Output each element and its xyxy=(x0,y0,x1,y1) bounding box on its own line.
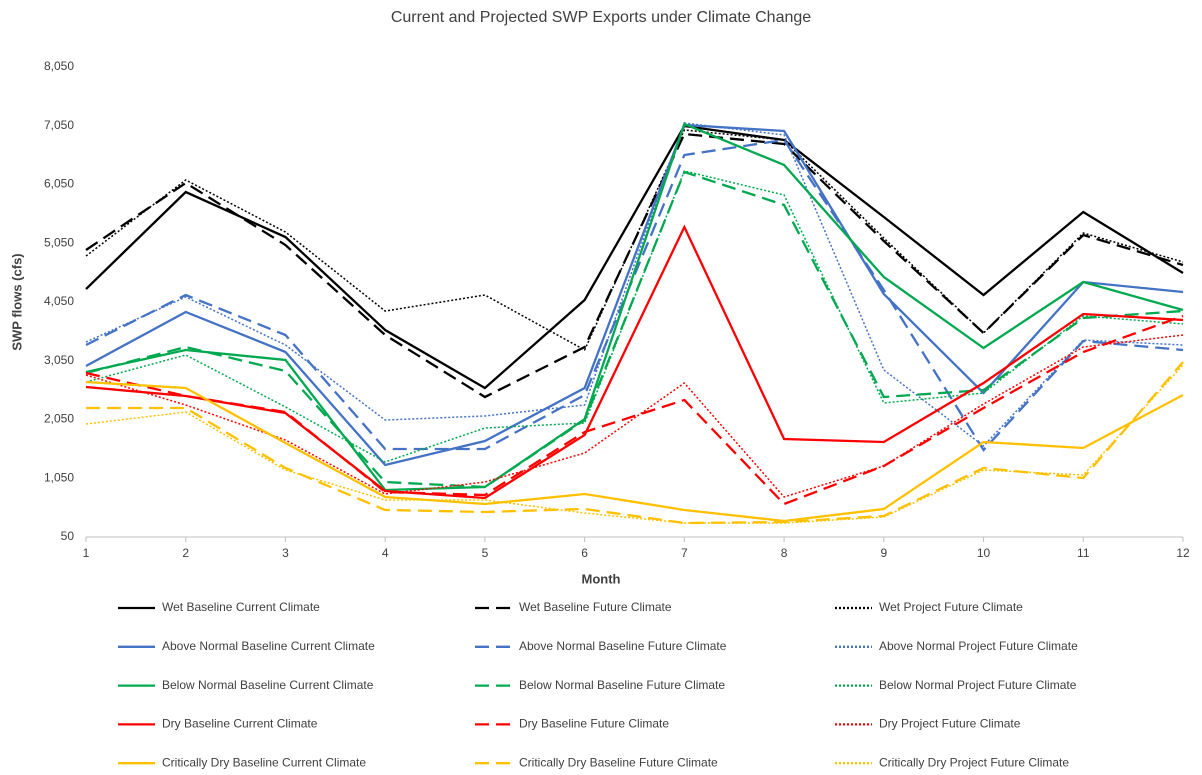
x-tick-label: 1 xyxy=(83,546,90,560)
series-line xyxy=(85,380,1184,523)
x-tick-label: 11 xyxy=(1077,546,1090,560)
x-axis-title: Month xyxy=(582,571,621,586)
series-line xyxy=(85,170,1184,463)
legend-label: Wet Baseline Current Climate xyxy=(162,600,320,614)
series-line xyxy=(85,122,1184,492)
y-tick-label: 1,050 xyxy=(44,470,74,484)
legend-label: Wet Project Future Climate xyxy=(879,600,1023,614)
series-line xyxy=(86,361,1184,525)
y-tick-label: 7,050 xyxy=(44,118,74,132)
legend-label: Below Normal Baseline Current Climate xyxy=(162,678,374,692)
series-line xyxy=(85,123,1184,467)
x-tick-label: 4 xyxy=(382,546,389,560)
chart-title: Current and Projected SWP Exports under … xyxy=(391,9,811,26)
series-line xyxy=(85,224,1184,500)
legend-label: Above Normal Baseline Current Climate xyxy=(162,639,375,653)
legend-label: Dry Baseline Current Climate xyxy=(162,717,318,731)
series-line xyxy=(85,364,1184,524)
series-line xyxy=(85,170,1184,489)
y-tick-label: 8,050 xyxy=(44,59,74,73)
legend-label: Dry Project Future Climate xyxy=(879,717,1021,731)
y-tick-label: 3,050 xyxy=(44,353,74,367)
legend-label: Above Normal Project Future Climate xyxy=(879,639,1078,653)
x-tick-label: 5 xyxy=(482,546,489,560)
y-tick-label: 50 xyxy=(61,529,75,543)
x-tick-label: 12 xyxy=(1176,546,1190,560)
series-line xyxy=(85,138,1184,452)
legend-label: Critically Dry Baseline Future Climate xyxy=(519,755,718,769)
legend-label: Dry Baseline Future Climate xyxy=(519,717,669,731)
y-tick-label: 4,050 xyxy=(44,294,74,308)
legend-label: Below Normal Baseline Future Climate xyxy=(519,678,725,692)
y-tick-label: 6,050 xyxy=(44,177,74,191)
series-line xyxy=(85,122,1184,448)
x-tick-label: 6 xyxy=(581,546,588,560)
legend-label: Wet Baseline Future Climate xyxy=(519,600,672,614)
x-tick-label: 3 xyxy=(282,546,289,560)
x-tick-label: 9 xyxy=(880,546,887,560)
x-tick-label: 2 xyxy=(182,546,189,560)
series-line xyxy=(85,314,1184,506)
legend-label: Critically Dry Baseline Current Climate xyxy=(162,755,366,769)
x-tick-label: 10 xyxy=(977,546,991,560)
series-line xyxy=(85,124,1184,390)
series-line xyxy=(85,129,1184,352)
x-tick-label: 7 xyxy=(681,546,688,560)
legend-label: Critically Dry Project Future Climate xyxy=(879,755,1069,769)
y-tick-label: 5,050 xyxy=(44,235,74,249)
y-axis-title: SWP flows (cfs) xyxy=(9,253,24,350)
legend-label: Above Normal Baseline Future Climate xyxy=(519,639,727,653)
x-tick-label: 8 xyxy=(781,546,788,560)
legend-label: Below Normal Project Future Climate xyxy=(879,678,1077,692)
y-tick-label: 2,050 xyxy=(44,412,74,426)
